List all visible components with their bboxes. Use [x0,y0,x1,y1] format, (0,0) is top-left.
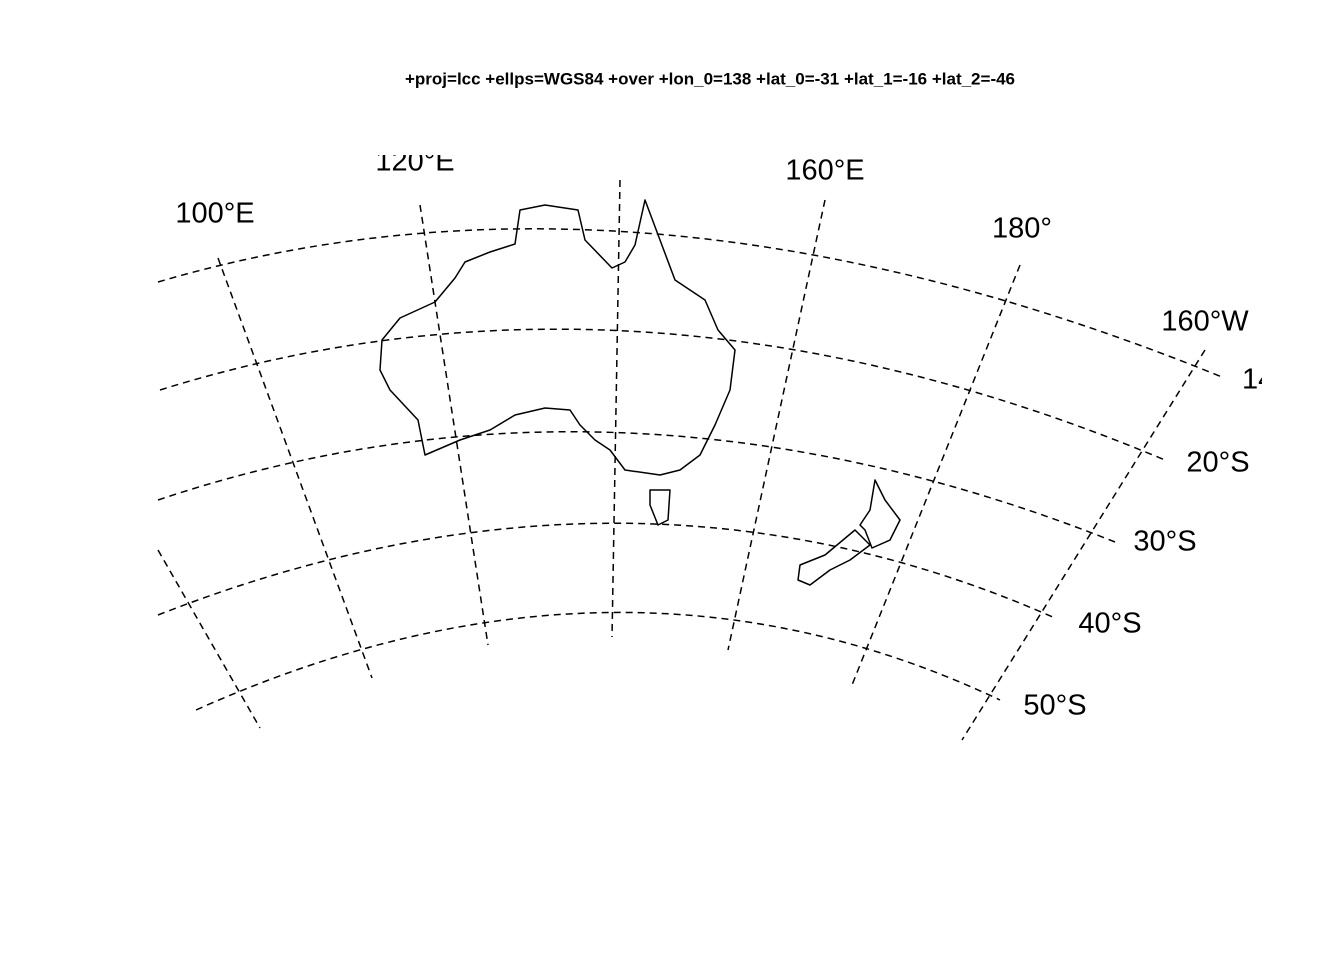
map-title: +proj=lcc +ellps=WGS84 +over +lon_0=138 … [405,69,1015,88]
longitude-label: 160°W [1161,306,1249,338]
parallel [159,328,1166,461]
parallel [157,522,1056,619]
meridian [961,349,1206,741]
latitude-label: 50°S [1023,690,1086,722]
latitude-label: 20°S [1186,447,1249,479]
new-zealand-south [797,529,871,586]
meridian [727,199,826,651]
latitude-label: 40°S [1078,608,1141,640]
meridian [851,264,1021,686]
graticule [157,179,1223,741]
parallel [195,611,1001,711]
meridian [611,179,621,638]
longitude-label: 120°E [375,146,454,178]
longitude-label: 100°E [175,198,254,230]
australia [379,199,736,476]
parallel [157,228,1223,378]
meridian [419,204,489,646]
longitude-label: 160°E [785,155,864,187]
longitude-label: 140°W [1242,364,1330,396]
meridian [217,257,373,679]
longitude-label: 180° [992,213,1052,245]
tasmania [649,489,671,526]
labels: 100°E 120°E 160°E 180° 160°W 140°W 20°S 30°S 40°… [175,146,1330,722]
new-zealand-north [859,479,901,549]
meridian [157,549,261,729]
latitude-label: 30°S [1133,526,1196,558]
